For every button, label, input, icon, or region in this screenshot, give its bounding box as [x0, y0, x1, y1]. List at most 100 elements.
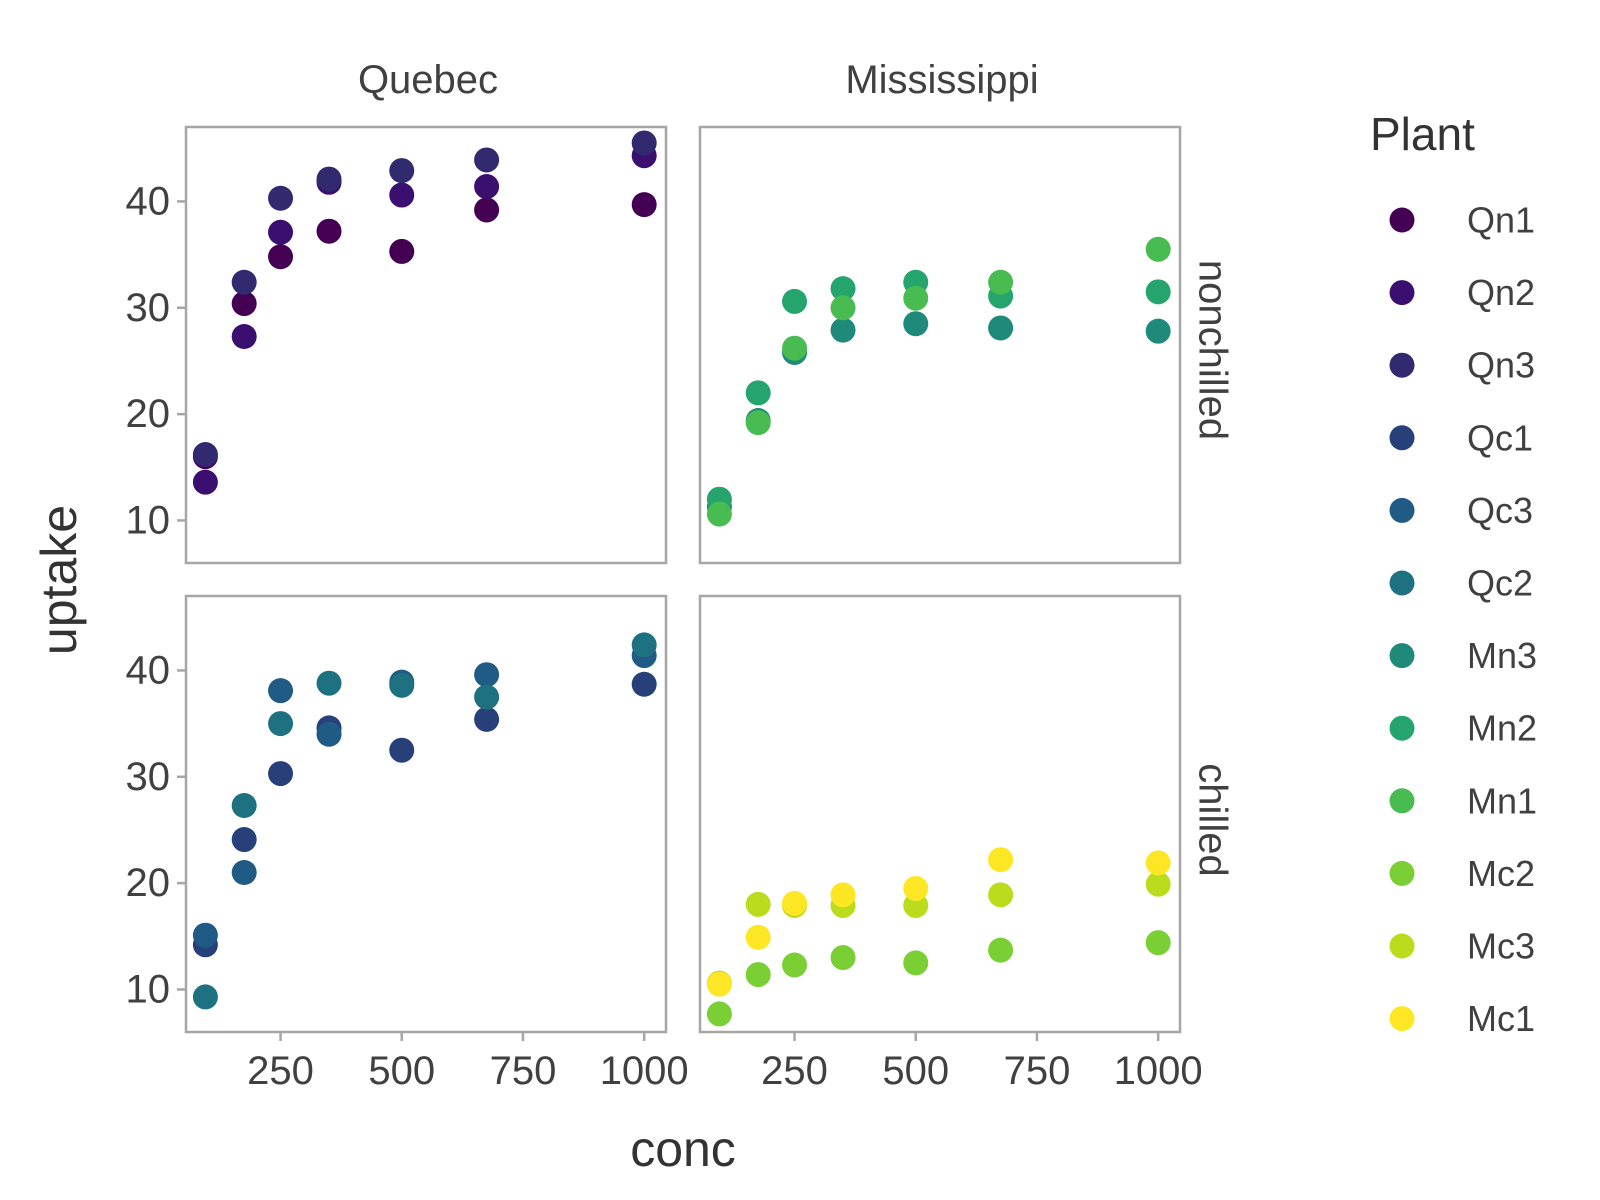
- facet-label-nonchilled: nonchilled: [1190, 260, 1234, 440]
- y-tick-label: 30: [126, 755, 171, 799]
- point-qc1: [268, 761, 294, 787]
- x-tick-label: 1000: [1114, 1049, 1203, 1093]
- point-qn1: [474, 197, 500, 223]
- point-qn1: [231, 291, 257, 317]
- legend-label-mn2: Mn2: [1467, 708, 1537, 749]
- point-qn3: [316, 166, 342, 192]
- panel-chilled-mississippi: [698, 594, 1182, 1034]
- legend-key-mn3: [1389, 643, 1415, 669]
- panel-nonchilled-mississippi: [698, 125, 1182, 565]
- point-qn2: [268, 219, 294, 245]
- legend-label-mn3: Mn3: [1467, 635, 1537, 676]
- point-mc2: [988, 937, 1014, 963]
- point-qc1: [474, 706, 500, 732]
- legend-key-qc2: [1389, 570, 1415, 596]
- x-tick-label: 1000: [600, 1049, 689, 1093]
- y-tick-label: 10: [126, 498, 171, 542]
- x-tick-label: 500: [882, 1049, 949, 1093]
- facet-label-mississippi: Mississippi: [845, 58, 1038, 102]
- x-tick-label: 500: [368, 1049, 435, 1093]
- legend-label-mc1: Mc1: [1467, 998, 1535, 1039]
- legend-key-mc2: [1389, 860, 1415, 886]
- point-qc2: [268, 711, 294, 737]
- legend-label-qn1: Qn1: [1467, 200, 1535, 241]
- point-mc2: [830, 945, 856, 971]
- legend-title: Plant: [1370, 108, 1475, 160]
- y-tick-label: 40: [126, 648, 171, 692]
- point-qc3: [474, 662, 500, 688]
- point-qn1: [389, 238, 415, 264]
- legend-label-qc1: Qc1: [1467, 417, 1533, 458]
- point-qc1: [231, 827, 257, 853]
- point-qn3: [192, 442, 218, 468]
- point-mc1: [830, 882, 856, 908]
- x-tick-label: 250: [247, 1049, 314, 1093]
- point-mc2: [782, 952, 808, 978]
- point-mn2: [1145, 279, 1171, 305]
- point-mc2: [903, 950, 929, 976]
- point-mn2: [745, 380, 771, 406]
- point-mn1: [988, 269, 1014, 295]
- point-mn1: [903, 285, 929, 311]
- point-qc3: [192, 922, 218, 948]
- legend-label-mn1: Mn1: [1467, 780, 1537, 821]
- legend-key-mc3: [1389, 933, 1415, 959]
- point-mn1: [830, 295, 856, 321]
- y-tick-label: 20: [126, 392, 171, 436]
- legend-key-qn3: [1389, 352, 1415, 378]
- point-qc2: [316, 670, 342, 696]
- legend-label-qc3: Qc3: [1467, 490, 1533, 531]
- y-tick-label: 40: [126, 179, 171, 223]
- point-qn3: [631, 130, 657, 156]
- point-qn1: [316, 218, 342, 244]
- point-mn1: [745, 410, 771, 436]
- point-mc2: [1145, 930, 1171, 956]
- point-mn1: [782, 335, 808, 361]
- legend-key-qc1: [1389, 425, 1415, 451]
- y-tick-label: 30: [126, 286, 171, 330]
- point-mn3: [830, 317, 856, 343]
- point-qn3: [268, 185, 294, 211]
- panel-nonchilled-quebec: [184, 125, 668, 565]
- point-mc1: [782, 890, 808, 916]
- point-mn2: [782, 288, 808, 314]
- point-mn1: [706, 501, 732, 527]
- legend-label-qn2: Qn2: [1467, 272, 1535, 313]
- point-qc3: [268, 678, 294, 704]
- point-mc2: [706, 1001, 732, 1027]
- point-qn3: [389, 158, 415, 184]
- point-qn2: [389, 182, 415, 208]
- x-tick-label: 750: [1004, 1049, 1071, 1093]
- point-mc1: [988, 847, 1014, 873]
- legend-key-qn1: [1389, 207, 1415, 233]
- legend-key-mn1: [1389, 788, 1415, 814]
- point-qc1: [389, 737, 415, 763]
- point-mn3: [988, 315, 1014, 341]
- point-mn3: [1145, 318, 1171, 344]
- legend-key-mn2: [1389, 715, 1415, 741]
- y-axis-title: uptake: [31, 505, 87, 655]
- legend-label-mc3: Mc3: [1467, 926, 1535, 967]
- point-mc3: [988, 882, 1014, 908]
- point-qc2: [631, 632, 657, 658]
- point-mc3: [1145, 871, 1171, 897]
- y-tick-label: 20: [126, 861, 171, 905]
- point-mn3: [903, 311, 929, 337]
- point-qc2: [192, 984, 218, 1010]
- point-mc1: [1145, 850, 1171, 876]
- legend-key-mc1: [1389, 1006, 1415, 1032]
- point-mn2: [830, 276, 856, 302]
- point-qc2: [389, 672, 415, 698]
- point-qc2: [231, 792, 257, 818]
- point-qn3: [474, 147, 500, 173]
- point-qc2: [474, 684, 500, 710]
- point-qc1: [631, 671, 657, 697]
- point-mc1: [903, 875, 929, 901]
- point-mc1: [706, 971, 732, 997]
- facet-label-quebec: Quebec: [358, 58, 498, 102]
- panel-chilled-quebec: [184, 594, 668, 1034]
- x-tick-label: 250: [761, 1049, 828, 1093]
- legend-label-qc2: Qc2: [1467, 563, 1533, 604]
- legend-key-qn2: [1389, 280, 1415, 306]
